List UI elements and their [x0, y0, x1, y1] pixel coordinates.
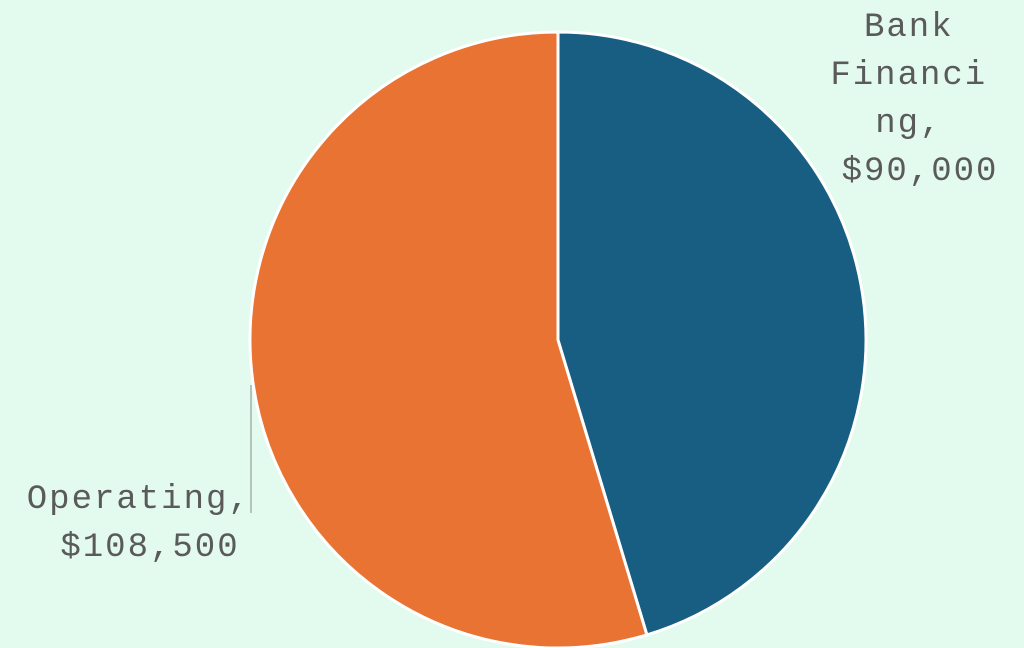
slice-label-bank-financing-line-4: $90,000	[842, 153, 999, 191]
pie-slices	[248, 30, 868, 648]
slice-label-bank-financing: Bank Financi ng, $90,000	[830, 9, 1009, 191]
slice-label-bank-financing-line-1: Bank	[864, 9, 954, 47]
slice-bank-financing	[556, 30, 868, 637]
slice-label-bank-financing-line-3: ng,	[875, 105, 942, 143]
slice-label-operating: Operating, $108,500	[27, 481, 273, 567]
slice-label-operating-line-1: Operating,	[27, 481, 251, 519]
slice-label-bank-financing-line-2: Financi	[830, 57, 987, 95]
slice-label-operating-line-2: $108,500	[60, 529, 239, 567]
slice-labels: Bank Financi ng, $90,000 Operating, $108…	[27, 9, 1009, 567]
slice-operating	[248, 30, 649, 648]
